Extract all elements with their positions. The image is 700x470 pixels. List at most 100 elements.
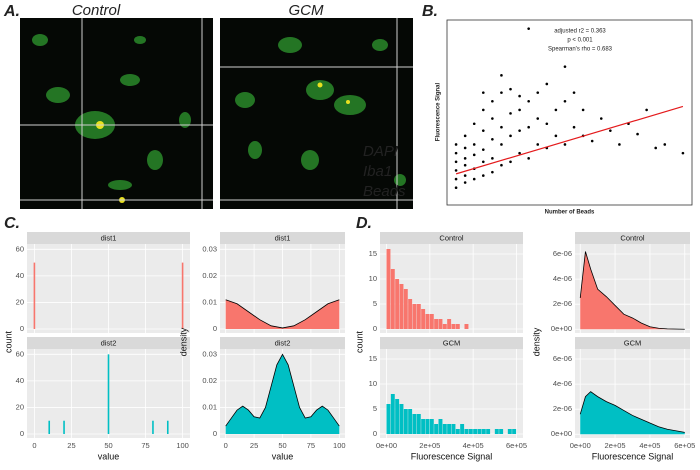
point	[590, 139, 594, 143]
facet-strip	[220, 337, 345, 349]
micrograph	[20, 18, 213, 209]
point	[527, 125, 530, 129]
x-tick-label: 2e+05	[419, 441, 440, 450]
point	[536, 143, 540, 146]
bar	[386, 249, 391, 329]
y-tick-label: 40	[16, 271, 24, 280]
point	[518, 108, 521, 112]
point	[454, 186, 458, 190]
y-tick-label: 0.02	[202, 376, 217, 385]
x-tick-label: 6e+05	[674, 441, 695, 450]
facet-strip	[575, 337, 690, 349]
facet-title: dist1	[275, 233, 291, 242]
bar	[451, 324, 456, 329]
x-axis-label: value	[98, 451, 120, 461]
panel-label: B.	[422, 3, 438, 20]
point	[454, 160, 458, 164]
point	[454, 143, 458, 146]
bar	[499, 429, 504, 434]
bar	[152, 420, 154, 435]
bar	[434, 319, 439, 329]
bar	[447, 319, 452, 329]
y-tick-label: 60	[16, 244, 24, 253]
bar	[408, 299, 413, 329]
bar	[438, 419, 443, 434]
facet-strip	[27, 337, 190, 349]
point	[554, 108, 558, 112]
point	[472, 177, 476, 181]
x-tick-label: 4e+05	[639, 441, 660, 450]
y-tick-label: 0	[373, 429, 377, 438]
y-tick-label: 15	[369, 354, 377, 363]
y-tick-label: 0e+00	[551, 324, 572, 333]
bar	[166, 420, 169, 435]
bar	[412, 304, 417, 329]
point	[509, 87, 512, 91]
y-tick-label: 10	[369, 274, 377, 283]
point	[491, 99, 494, 103]
y-axis-label: density	[178, 327, 188, 356]
bar	[399, 404, 404, 434]
y-tick-label: 5	[373, 404, 377, 413]
point	[454, 177, 458, 181]
point	[572, 125, 576, 129]
point	[645, 108, 648, 112]
density-line	[579, 251, 685, 330]
bar	[403, 289, 408, 329]
point	[481, 91, 485, 94]
point	[500, 143, 503, 146]
y-tick-label: 4e-06	[553, 274, 572, 283]
facet-title: GCM	[443, 338, 461, 347]
point	[518, 94, 521, 98]
facet-strip	[575, 232, 690, 244]
x-tick-label: 25	[67, 441, 75, 450]
density-area	[225, 299, 340, 330]
point	[491, 117, 494, 120]
point	[636, 132, 639, 136]
point	[545, 82, 549, 86]
density-area	[580, 251, 685, 330]
point	[481, 174, 485, 177]
point	[527, 157, 530, 160]
point	[663, 143, 667, 146]
bar	[434, 424, 439, 434]
x-axis-label: Fluorescence Signal	[592, 451, 674, 461]
x-tick-label: 75	[307, 441, 315, 450]
density-line	[579, 391, 685, 433]
legend-label: Beads	[363, 183, 406, 200]
point	[545, 122, 549, 126]
y-tick-label: 6e-06	[553, 354, 572, 363]
facet-title: dist1	[101, 233, 117, 242]
y-tick-label: 15	[369, 249, 377, 258]
y-tick-label: 4e-06	[553, 379, 572, 388]
point	[463, 146, 467, 150]
point	[563, 143, 567, 146]
y-tick-label: 0.03	[202, 349, 217, 358]
bar	[403, 409, 408, 434]
point	[599, 117, 603, 120]
y-axis-label: count	[354, 330, 364, 353]
bar	[512, 429, 517, 434]
bar	[429, 314, 434, 329]
bar	[421, 309, 426, 329]
y-tick-label: 0	[20, 429, 24, 438]
point	[518, 129, 521, 132]
point	[572, 91, 576, 94]
point	[554, 134, 558, 138]
bar	[390, 269, 395, 329]
bar	[33, 262, 36, 330]
bar	[447, 424, 452, 434]
point	[472, 143, 476, 146]
facet-title: dist2	[275, 338, 291, 347]
x-axis-label: value	[272, 451, 294, 461]
bar	[395, 279, 400, 329]
x-tick-label: 6e+05	[506, 441, 527, 450]
y-tick-label: 20	[16, 297, 24, 306]
bar	[507, 429, 512, 434]
bar	[494, 429, 499, 434]
annotation: p < 0.001	[567, 38, 593, 44]
point	[463, 181, 467, 184]
bar	[399, 284, 404, 329]
annotation: Spearman's rho = 0.683	[548, 47, 613, 53]
point	[609, 129, 612, 132]
